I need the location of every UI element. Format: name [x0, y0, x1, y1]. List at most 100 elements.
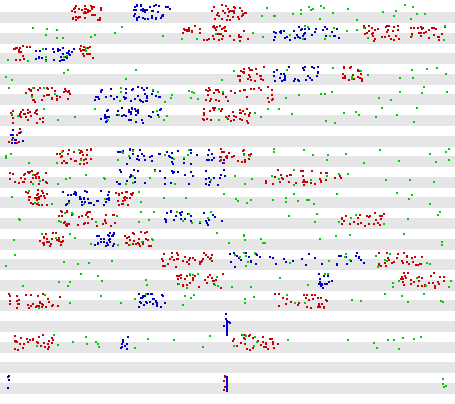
dot-red	[318, 178, 321, 181]
dot-red	[80, 45, 83, 48]
dot-green	[356, 18, 359, 21]
dot-blue	[171, 169, 174, 172]
dot-red	[220, 148, 223, 151]
dot-red	[276, 342, 279, 345]
dot-red	[433, 286, 436, 289]
dot-blue	[304, 28, 307, 31]
dot-red	[302, 294, 305, 297]
dot-green	[244, 255, 247, 258]
dot-blue	[288, 38, 291, 41]
dot-red	[377, 221, 380, 224]
dot-red	[278, 305, 281, 308]
dot-red	[367, 24, 370, 27]
dot-green	[223, 192, 226, 195]
dot-green	[37, 202, 39, 205]
dot-blue	[273, 36, 276, 39]
dot-red	[417, 263, 419, 266]
dot-red	[442, 280, 445, 283]
dot-green	[449, 280, 452, 283]
dot-red	[78, 7, 80, 10]
dot-red	[238, 90, 241, 93]
dot-green	[152, 210, 155, 213]
dot-blue	[124, 91, 127, 94]
dot-green	[84, 174, 87, 177]
dot-green	[220, 79, 223, 82]
dot-blue	[301, 28, 303, 30]
dot-red	[245, 120, 248, 122]
dot-blue	[340, 254, 342, 257]
dot-red	[389, 37, 392, 40]
dot-red	[102, 223, 104, 226]
dot-green	[189, 297, 192, 300]
dot-red	[183, 278, 186, 281]
dot-red	[125, 190, 128, 193]
dot-green	[71, 341, 74, 344]
dot-red	[62, 149, 64, 152]
dot-red	[238, 109, 241, 112]
dot-red	[271, 183, 274, 186]
dot-red	[301, 174, 304, 177]
dot-blue	[133, 6, 136, 9]
dot-green	[40, 233, 43, 236]
dot-blue	[121, 340, 124, 343]
dot-red	[249, 334, 252, 336]
dot-red	[176, 253, 179, 256]
dot-red	[217, 100, 220, 103]
dot-red	[382, 213, 385, 216]
dot-red	[74, 15, 77, 18]
dot-red	[17, 303, 20, 306]
dot-green	[292, 192, 295, 195]
dot-green	[423, 13, 426, 16]
dot-red	[72, 17, 75, 20]
dot-green	[97, 275, 100, 278]
dot-blue	[105, 96, 107, 99]
dot-red	[19, 343, 22, 345]
dot-red	[50, 243, 53, 245]
dot-red	[288, 173, 291, 176]
dot-blue	[284, 74, 286, 77]
row-band	[0, 259, 455, 271]
dot-blue	[96, 95, 99, 98]
dot-green	[121, 151, 124, 153]
dot-red	[397, 29, 399, 32]
dot-blue	[121, 107, 124, 110]
dot-blue	[140, 118, 143, 121]
dot-green	[121, 152, 124, 155]
dot-green	[210, 210, 213, 213]
dot-red	[271, 97, 274, 100]
dot-red	[15, 141, 18, 144]
dot-red	[374, 29, 377, 32]
dot-green	[10, 78, 13, 81]
dot-red	[52, 303, 54, 306]
dot-red	[47, 94, 50, 97]
dot-green	[93, 108, 96, 111]
dot-green	[358, 114, 361, 117]
dot-red	[241, 70, 244, 73]
dot-red	[64, 88, 67, 91]
dot-blue	[141, 152, 144, 155]
dot-red	[91, 56, 94, 59]
dot-blue	[236, 254, 239, 257]
dot-red	[65, 210, 68, 213]
dot-red	[404, 275, 407, 278]
dot-red	[18, 112, 21, 115]
dot-green	[332, 27, 335, 29]
dot-green	[192, 293, 195, 296]
dot-green	[66, 285, 69, 288]
dot-red	[379, 214, 382, 217]
dot-red	[25, 191, 28, 194]
dot-red	[306, 305, 308, 308]
dot-green	[244, 297, 247, 300]
dot-red	[420, 35, 423, 38]
dot-red	[208, 99, 211, 102]
dot-green	[306, 283, 309, 286]
dot-green	[260, 115, 263, 118]
dot-blue	[126, 347, 129, 350]
dot-blue	[167, 6, 169, 9]
dot-red	[373, 39, 376, 42]
dot-red	[221, 150, 224, 153]
dot-blue	[61, 190, 64, 193]
dot-red	[46, 94, 48, 97]
dot-red	[248, 111, 251, 114]
dot-red	[179, 274, 182, 277]
